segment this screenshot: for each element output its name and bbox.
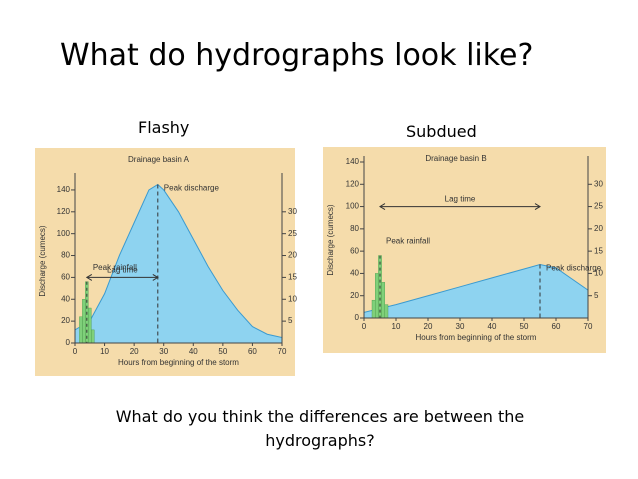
y2-tick-label: 25 xyxy=(288,229,297,238)
y-tick-label: 140 xyxy=(57,185,71,194)
y-tick-label: 100 xyxy=(346,202,360,211)
x-tick-label: 50 xyxy=(520,322,529,331)
discharge-area xyxy=(74,183,283,344)
rainfall-bar xyxy=(384,304,389,319)
rainfall-bar xyxy=(381,282,386,319)
lag-arrow xyxy=(379,203,541,210)
y-tick-label: 40 xyxy=(350,269,359,278)
y2-tick-label: 25 xyxy=(594,202,603,211)
x-axis-label: Hours from beginning of the storm xyxy=(416,333,537,342)
x-tick-label: 70 xyxy=(584,322,593,331)
rainfall-bar xyxy=(91,329,95,344)
x-tick-label: 60 xyxy=(552,322,561,331)
rainfall-bar xyxy=(375,273,379,319)
y2-tick-label: 5 xyxy=(594,291,599,300)
rainfall-bar xyxy=(88,307,92,344)
x-tick-label: 10 xyxy=(392,322,401,331)
annotation: Peak rainfall xyxy=(386,237,430,246)
x-tick-label: 70 xyxy=(278,347,287,356)
y-tick-label: 120 xyxy=(57,207,71,216)
y-tick-label: 40 xyxy=(61,294,70,303)
y2-tick-label: 10 xyxy=(288,294,297,303)
x-tick-label: 20 xyxy=(424,322,433,331)
x-tick-label: 20 xyxy=(130,347,139,356)
y-tick-label: 120 xyxy=(346,179,360,188)
chart-label: Subdued xyxy=(406,122,477,141)
y2-tick-label: 20 xyxy=(594,224,603,233)
annotation: Peak discharge xyxy=(164,184,220,193)
x-tick-label: 40 xyxy=(189,347,198,356)
x-tick-label: 0 xyxy=(362,322,367,331)
chart-label: Flashy xyxy=(138,118,190,137)
chart-title: Drainage basin B xyxy=(425,154,486,163)
x-tick-label: 10 xyxy=(100,347,109,356)
annotation: Lag time xyxy=(107,266,138,275)
y-tick-label: 100 xyxy=(57,229,71,238)
lag-arrow xyxy=(85,273,159,281)
x-tick-label: 40 xyxy=(488,322,497,331)
y-axis-label: Discharge (cumecs) xyxy=(326,204,335,275)
rainfall-bar xyxy=(82,299,86,344)
question: What do you think the differences are be… xyxy=(115,407,525,450)
y-tick-label: 0 xyxy=(355,313,360,322)
y-tick-label: 80 xyxy=(61,251,70,260)
y-tick-label: 140 xyxy=(346,157,360,166)
rainfall-bar xyxy=(79,316,83,344)
y-tick-label: 80 xyxy=(350,224,359,233)
y-tick-label: 60 xyxy=(350,246,359,255)
x-tick-label: 60 xyxy=(248,347,257,356)
y2-tick-label: 10 xyxy=(594,269,603,278)
y-tick-label: 20 xyxy=(350,291,359,300)
y2-tick-label: 15 xyxy=(288,273,297,282)
y-axis-label: Discharge (cumecs) xyxy=(38,225,47,296)
x-tick-label: 30 xyxy=(456,322,465,331)
y2-tick-label: 30 xyxy=(594,179,603,188)
x-tick-label: 0 xyxy=(73,347,78,356)
x-tick-label: 50 xyxy=(218,347,227,356)
y-tick-label: 60 xyxy=(61,273,70,282)
slide-title: What do hydrographs look like? xyxy=(60,38,534,73)
y2-tick-label: 20 xyxy=(288,251,297,260)
x-axis-label: Hours from beginning of the storm xyxy=(118,358,239,367)
annotation: Peak discharge xyxy=(546,264,602,273)
annotation: Lag time xyxy=(445,195,476,204)
y2-tick-label: 15 xyxy=(594,246,603,255)
chart-panel xyxy=(323,147,606,353)
y-tick-label: 20 xyxy=(61,316,70,325)
y2-tick-label: 5 xyxy=(288,316,293,325)
y2-tick-label: 30 xyxy=(288,207,297,216)
rainfall-bar xyxy=(371,299,376,319)
chart-title: Drainage basin A xyxy=(128,155,190,164)
x-tick-label: 30 xyxy=(159,347,168,356)
annotation: Peak rainfall xyxy=(93,263,137,272)
y-tick-label: 0 xyxy=(66,338,71,347)
